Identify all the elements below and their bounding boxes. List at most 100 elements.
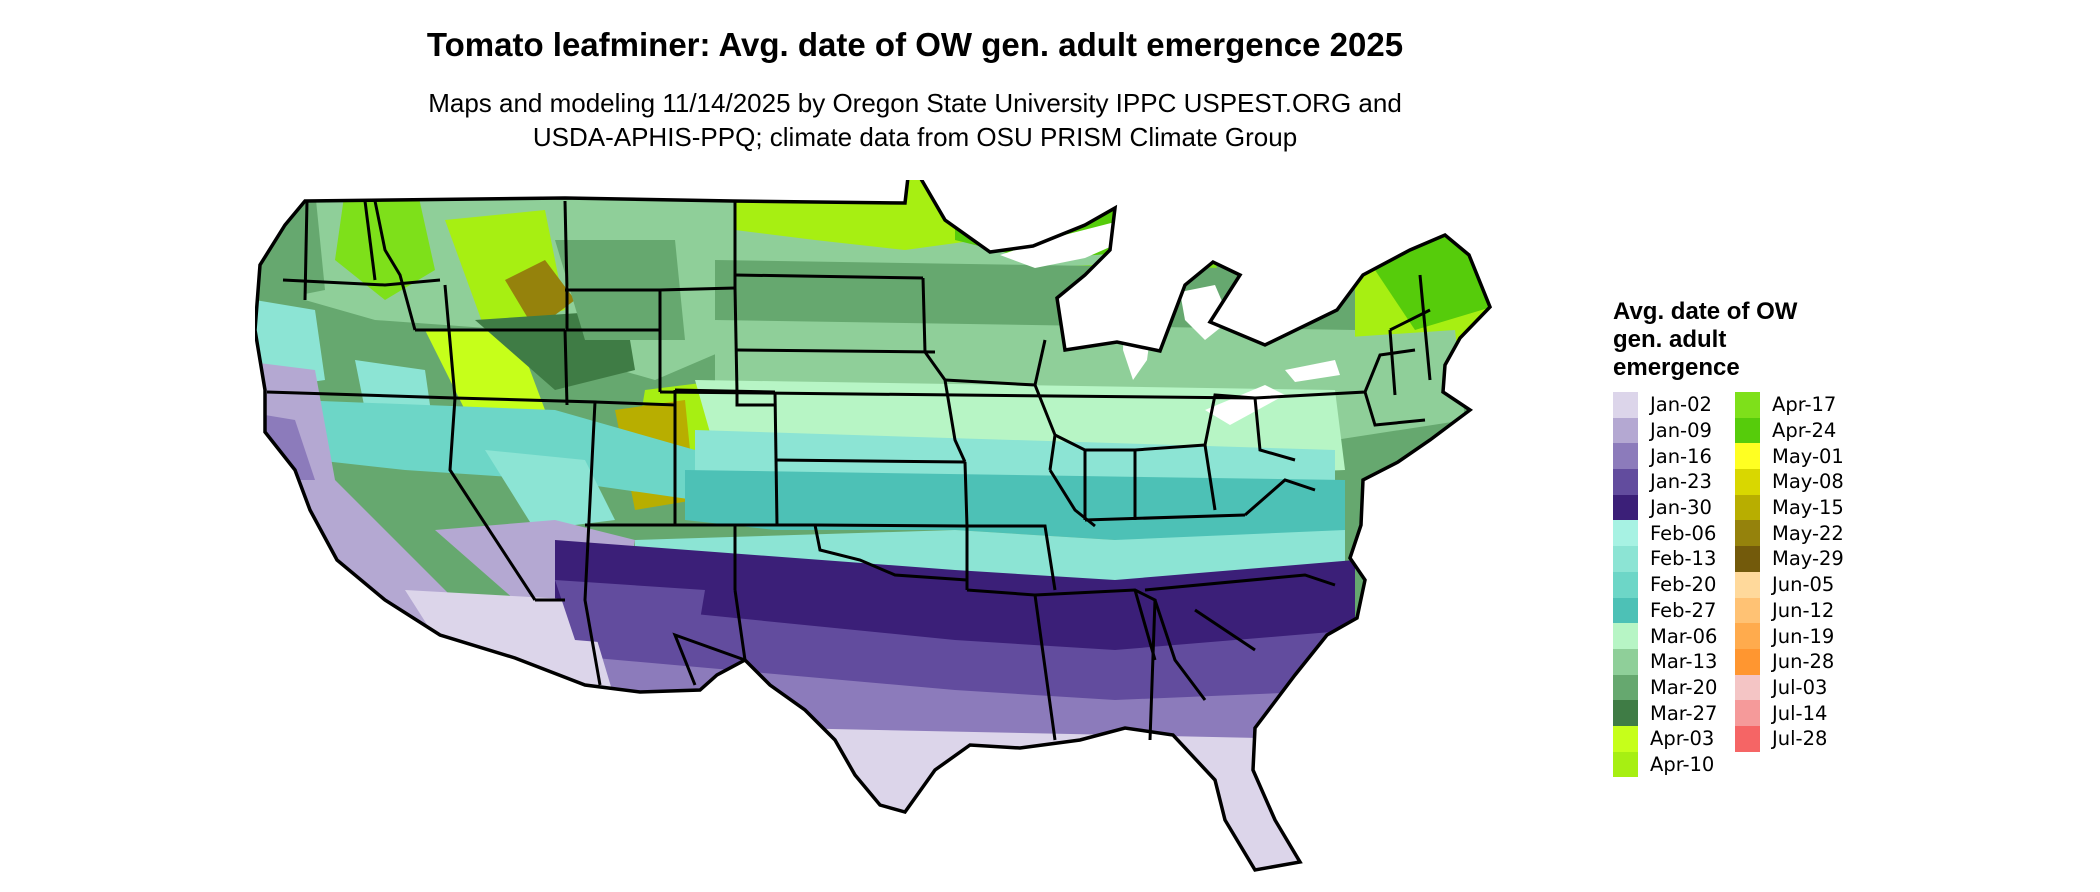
us-emergence-map [255,180,1492,872]
legend-item: Jan-16 [1613,443,1735,470]
legend-item: Jun-05 [1735,571,1857,598]
legend-label: Apr-03 [1650,727,1715,751]
legend-swatch [1613,417,1638,444]
legend-item: Apr-17 [1735,392,1857,418]
legend-item: Jun-12 [1735,597,1857,624]
legend-swatch [1735,725,1760,752]
legend-label: Jan-09 [1650,419,1712,443]
legend-swatch [1613,700,1638,726]
legend-swatch [1613,571,1638,598]
legend-label: Jan-02 [1650,393,1712,417]
legend-item: Jan-23 [1613,469,1735,495]
legend-item: Mar-20 [1613,674,1735,701]
emergence-date-bands [255,180,1490,870]
legend-swatch [1735,597,1760,624]
legend-label: Mar-27 [1650,701,1718,725]
legend-label: May-22 [1772,521,1844,545]
legend-item: Mar-06 [1613,623,1735,649]
legend-label: May-15 [1772,496,1844,520]
legend-swatch [1613,674,1638,701]
legend-item: May-15 [1735,494,1857,521]
legend-swatch [1613,520,1638,547]
legend-label: Jun-28 [1772,650,1835,674]
legend-label: Jun-19 [1772,624,1835,648]
legend-label: Feb-27 [1650,598,1717,622]
legend-label: Jan-23 [1650,470,1712,494]
great-lakes [1000,222,1340,425]
legend-item: Feb-27 [1613,597,1735,624]
legend-swatch [1735,546,1760,572]
legend-item: Feb-13 [1613,546,1735,572]
legend-label: Mar-06 [1650,624,1718,648]
legend-label: Jul-03 [1772,675,1828,699]
legend-swatch [1735,520,1760,547]
legend-item: Jul-14 [1735,700,1857,726]
legend-swatch [1735,648,1760,675]
legend-label: Feb-06 [1650,521,1717,545]
legend-label: Feb-13 [1650,547,1717,571]
legend-swatch [1613,648,1638,675]
legend-swatch [1735,623,1760,649]
legend-item: May-08 [1735,469,1857,495]
legend-swatch [1613,392,1638,418]
legend-item: May-01 [1735,443,1857,470]
legend-swatch [1613,546,1638,572]
map-title: Tomato leafminer: Avg. date of OW gen. a… [426,26,1404,63]
legend-swatch [1735,443,1760,470]
legend-label: Jun-05 [1772,573,1835,597]
legend-swatch [1735,417,1760,444]
legend-swatch [1613,469,1638,495]
legend-item: Apr-10 [1613,751,1735,778]
legend-item: Apr-03 [1613,725,1735,752]
legend-item: May-22 [1735,520,1857,547]
legend-item: Jan-02 [1613,392,1735,418]
state-borders [266,200,1432,741]
legend-swatch [1735,700,1760,726]
legend-column: Apr-17 Apr-24 May-01 May-08 May-15 May-22 May-… [1735,392,1857,777]
legend-item: Jan-30 [1613,494,1735,521]
legend-swatch [1735,469,1760,495]
legend-swatch [1613,725,1638,752]
legend-swatch [1735,494,1760,521]
legend-label: Mar-13 [1650,650,1718,674]
legend-label: Jul-14 [1772,701,1828,725]
legend-item: Jun-19 [1735,623,1857,649]
legend-swatch [1613,751,1638,778]
map-subtitle: Maps and modeling 11/14/2025 by Oregon S… [0,86,1830,154]
legend-label: Jun-12 [1772,598,1835,622]
legend-item: Jan-09 [1613,417,1735,444]
legend-label: Apr-10 [1650,752,1715,776]
legend-swatch [1735,571,1760,598]
legend-swatch [1613,443,1638,470]
legend-item: Mar-27 [1613,700,1735,726]
legend-item: Jun-28 [1735,648,1857,675]
legend-item: Feb-06 [1613,520,1735,547]
legend-swatch [1613,597,1638,624]
legend-label: Feb-20 [1650,573,1717,597]
legend-label: Jul-28 [1772,727,1828,751]
map-legend: Avg. date of OW gen. adult emergence Jan… [1613,298,1857,778]
legend-columns: Jan-02 Jan-09 Jan-16 Jan-23 Jan-30 Feb-06 Feb-… [1613,392,1857,778]
legend-column: Jan-02 Jan-09 Jan-16 Jan-23 Jan-30 Feb-06 Feb-… [1613,392,1735,778]
legend-label: Mar-20 [1650,675,1718,699]
legend-label: Jan-30 [1650,496,1712,520]
legend-label: Jan-16 [1650,444,1712,468]
legend-label: May-01 [1772,444,1844,468]
legend-label: May-08 [1772,470,1844,494]
legend-label: Apr-24 [1772,419,1837,443]
subtitle-line-1: Maps and modeling 11/14/2025 by Oregon S… [428,88,1402,118]
legend-swatch [1735,674,1760,701]
legend-swatch [1613,494,1638,521]
legend-item: Mar-13 [1613,648,1735,675]
legend-title: Avg. date of OW gen. adult emergence [1613,298,1798,381]
legend-swatch [1735,392,1760,418]
legend-item: Feb-20 [1613,571,1735,598]
legend-item: Jul-28 [1735,725,1857,752]
legend-item: Jul-03 [1735,674,1857,701]
legend-label: May-29 [1772,547,1844,571]
legend-swatch [1613,623,1638,649]
legend-label: Apr-17 [1772,393,1837,417]
legend-item: May-29 [1735,546,1857,572]
subtitle-line-2: USDA-APHIS-PPQ; climate data from OSU PR… [532,122,1298,152]
legend-item: Apr-24 [1735,417,1857,444]
